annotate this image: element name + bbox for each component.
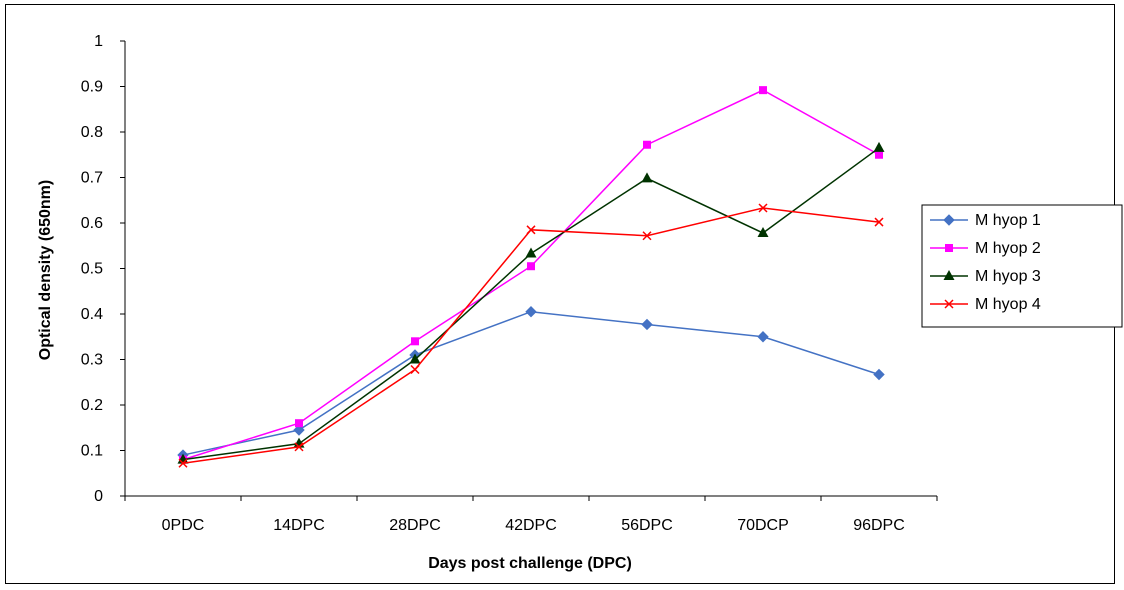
series-layer	[177, 86, 885, 468]
legend-item: M hyop 3	[930, 268, 1041, 285]
series-4	[178, 203, 884, 468]
legend-label: M hyop 2	[975, 240, 1041, 257]
legend-label: M hyop 1	[975, 212, 1041, 229]
data-point	[178, 458, 188, 468]
series-line	[182, 147, 880, 461]
data-point	[643, 140, 651, 149]
data-point	[759, 86, 767, 95]
data-point	[409, 353, 421, 364]
series-2	[179, 86, 883, 464]
data-point	[295, 419, 303, 428]
data-point	[873, 368, 885, 381]
data-point	[758, 203, 768, 213]
x-tick-label: 0PDC	[162, 517, 205, 534]
data-point	[294, 442, 304, 452]
x-tick-label: 96DPC	[853, 517, 905, 534]
series-3	[177, 141, 885, 464]
y-tick-label: 0.2	[81, 397, 103, 414]
legend-item: M hyop 1	[930, 212, 1041, 229]
data-point	[641, 318, 653, 331]
data-point	[875, 150, 883, 159]
y-tick-label: 0.7	[81, 170, 103, 187]
series-1	[177, 306, 885, 461]
legend-marker	[944, 299, 954, 309]
x-axis-title: Days post challenge (DPC)	[428, 555, 632, 572]
legend-label: M hyop 4	[975, 296, 1041, 313]
y-axis-ticks: 0 0.1 0.2 0.3 0.4 0.5 0.6 0.7 0.8 0.9 1	[81, 33, 125, 505]
data-point	[757, 227, 769, 238]
data-point	[642, 231, 652, 241]
data-point	[757, 331, 769, 343]
y-tick-label: 0.8	[81, 124, 103, 141]
y-tick-label: 1	[94, 33, 103, 50]
series-line	[182, 207, 880, 464]
x-tick-label: 14DPC	[273, 517, 325, 534]
data-point	[873, 141, 885, 152]
legend: M hyop 1 M hyop 2 M hyop 3 M hyop 4	[921, 204, 1123, 328]
x-tick-label: 56DPC	[621, 517, 673, 534]
x-axis-ticks: 0PDC 14DPC 28DPC 42DPC 56DPC 70DCP 96DPC	[124, 496, 938, 534]
data-point	[527, 262, 535, 271]
data-point	[641, 172, 653, 183]
legend-label: M hyop 3	[975, 268, 1041, 285]
x-tick-label: 70DCP	[737, 517, 789, 534]
x-tick-label: 42DPC	[505, 517, 557, 534]
x-tick-label: 28DPC	[389, 517, 441, 534]
data-point	[525, 306, 537, 318]
y-tick-label: 0.1	[81, 443, 103, 460]
data-point	[526, 225, 536, 235]
y-tick-label: 0.4	[81, 306, 103, 323]
y-tick-label: 0.5	[81, 261, 103, 278]
y-tick-label: 0.9	[81, 79, 103, 96]
legend-marker	[945, 244, 953, 252]
data-point	[874, 217, 884, 227]
legend-item: M hyop 2	[930, 240, 1041, 257]
data-point	[293, 424, 305, 436]
series-line	[182, 310, 880, 456]
legend-marker	[943, 214, 955, 226]
y-tick-label: 0	[94, 488, 103, 505]
series-line	[182, 89, 880, 461]
y-tick-label: 0.3	[81, 352, 103, 369]
y-tick-label: 0.6	[81, 215, 103, 232]
data-point	[411, 337, 419, 346]
legend-marker	[943, 270, 955, 280]
legend-item: M hyop 4	[930, 296, 1041, 313]
legend-box	[921, 204, 1123, 328]
data-point	[525, 247, 537, 258]
y-axis-title: Optical density (650nm)	[37, 180, 54, 361]
data-point	[410, 364, 420, 375]
